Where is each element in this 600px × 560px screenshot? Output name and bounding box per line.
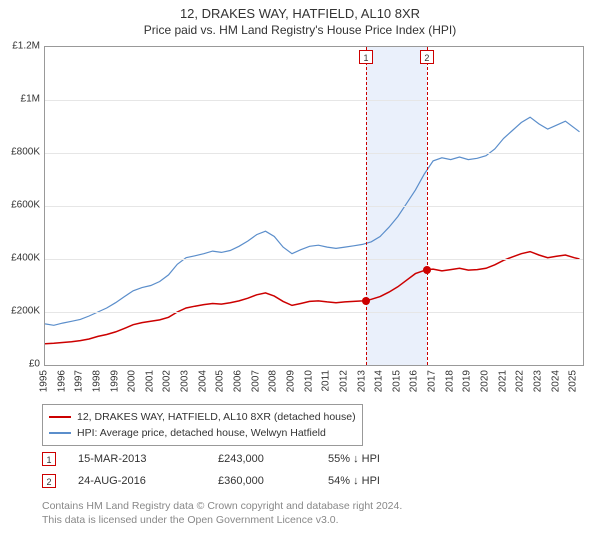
legend-item-price: 12, DRAKES WAY, HATFIELD, AL10 8XR (deta…: [49, 409, 356, 425]
ytick-label: £200K: [11, 306, 40, 317]
legend-label-price: 12, DRAKES WAY, HATFIELD, AL10 8XR (deta…: [77, 411, 356, 423]
sales-row-index: 1: [42, 452, 56, 466]
sales-row-price: £243,000: [218, 453, 328, 465]
xtick-label: 2003: [180, 370, 191, 392]
sales-row-delta: 54% ↓ HPI: [328, 475, 468, 487]
xtick-label: 2020: [479, 370, 490, 392]
y-axis: £0£200K£400K£600K£800K£1M£1.2M: [0, 46, 44, 366]
footer-line-2: This data is licensed under the Open Gov…: [42, 514, 402, 528]
xtick-label: 1998: [91, 370, 102, 392]
xtick-label: 2021: [497, 370, 508, 392]
sales-row-index: 2: [42, 474, 56, 488]
sale-dot: [362, 297, 370, 305]
xtick-label: 2006: [233, 370, 244, 392]
xtick-label: 2007: [250, 370, 261, 392]
sales-row-date: 24-AUG-2016: [78, 475, 218, 487]
xtick-label: 2008: [268, 370, 279, 392]
xtick-label: 1995: [39, 370, 50, 392]
gridline-h: [45, 206, 583, 207]
legend-swatch-price: [49, 416, 71, 418]
xtick-label: 2016: [409, 370, 420, 392]
sales-row: 2 24-AUG-2016£360,00054% ↓ HPI: [42, 470, 468, 492]
sales-row-delta: 55% ↓ HPI: [328, 453, 468, 465]
gridline-h: [45, 259, 583, 260]
legend: 12, DRAKES WAY, HATFIELD, AL10 8XR (deta…: [42, 404, 363, 446]
xtick-label: 2010: [303, 370, 314, 392]
sales-row: 1 15-MAR-2013£243,00055% ↓ HPI: [42, 448, 468, 470]
ytick-label: £800K: [11, 147, 40, 158]
xtick-label: 2012: [338, 370, 349, 392]
legend-item-hpi: HPI: Average price, detached house, Welw…: [49, 425, 356, 441]
plot: 12: [44, 46, 584, 366]
chart-subtitle: Price paid vs. HM Land Registry's House …: [0, 21, 600, 37]
xtick-label: 2001: [144, 370, 155, 392]
gridline-h: [45, 100, 583, 101]
xtick-label: 1997: [74, 370, 85, 392]
footer: Contains HM Land Registry data © Crown c…: [42, 500, 402, 527]
sale-vline: [366, 47, 367, 365]
footer-line-1: Contains HM Land Registry data © Crown c…: [42, 500, 402, 514]
xtick-label: 2011: [321, 370, 332, 392]
gridline-h: [45, 153, 583, 154]
series-price: [45, 252, 580, 344]
ytick-label: £1M: [21, 94, 40, 105]
ytick-label: £1.2M: [12, 41, 40, 52]
sales-table: 1 15-MAR-2013£243,00055% ↓ HPI 2 24-AUG-201…: [42, 448, 468, 492]
xtick-label: 1996: [56, 370, 67, 392]
series-hpi: [45, 117, 580, 325]
chart-title: 12, DRAKES WAY, HATFIELD, AL10 8XR: [0, 0, 600, 21]
xtick-label: 2004: [197, 370, 208, 392]
xtick-label: 2014: [374, 370, 385, 392]
legend-label-hpi: HPI: Average price, detached house, Welw…: [77, 427, 326, 439]
xtick-label: 2019: [462, 370, 473, 392]
xtick-label: 2017: [427, 370, 438, 392]
xtick-label: 2002: [162, 370, 173, 392]
sale-vline: [427, 47, 428, 365]
xtick-label: 2024: [550, 370, 561, 392]
sales-row-price: £360,000: [218, 475, 328, 487]
xtick-label: 2025: [568, 370, 579, 392]
xtick-label: 2000: [127, 370, 138, 392]
xtick-label: 2015: [391, 370, 402, 392]
legend-swatch-hpi: [49, 432, 71, 434]
xtick-label: 2013: [356, 370, 367, 392]
xtick-label: 2005: [215, 370, 226, 392]
xtick-label: 1999: [109, 370, 120, 392]
ytick-label: £400K: [11, 253, 40, 264]
xtick-label: 2023: [532, 370, 543, 392]
sales-row-date: 15-MAR-2013: [78, 453, 218, 465]
ytick-label: £600K: [11, 200, 40, 211]
sale-marker: 1: [359, 50, 373, 64]
ytick-label: £0: [29, 359, 40, 370]
gridline-h: [45, 312, 583, 313]
plot-area: £0£200K£400K£600K£800K£1M£1.2M 12 199519…: [0, 46, 600, 402]
x-axis: 1995199619971998199920002001200220032004…: [44, 366, 584, 402]
xtick-label: 2009: [285, 370, 296, 392]
sale-marker: 2: [420, 50, 434, 64]
xtick-label: 2022: [515, 370, 526, 392]
xtick-label: 2018: [444, 370, 455, 392]
sale-dot: [423, 266, 431, 274]
